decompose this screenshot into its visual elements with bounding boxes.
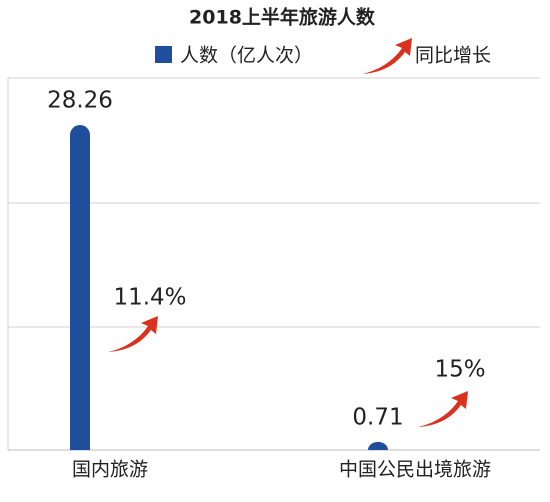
growth-arrow bbox=[362, 38, 412, 74]
bar bbox=[368, 441, 388, 450]
growth-arrow bbox=[418, 391, 468, 427]
legend-label: 同比增长 bbox=[415, 45, 491, 67]
growth-label: 15% bbox=[434, 357, 485, 383]
growth-arrow bbox=[108, 316, 158, 352]
value-label: 0.71 bbox=[352, 404, 403, 430]
chart-title: 2018上半年旅游人数 bbox=[189, 6, 376, 29]
legend-label: 人数（亿人次） bbox=[180, 45, 313, 67]
legend-swatch bbox=[155, 46, 172, 63]
x-tick-label: 国内旅游 bbox=[72, 459, 148, 481]
growth-label: 11.4% bbox=[113, 285, 186, 311]
value-label: 28.26 bbox=[47, 88, 113, 114]
x-tick-label: 中国公民出境旅游 bbox=[339, 459, 491, 481]
bar bbox=[70, 125, 90, 450]
